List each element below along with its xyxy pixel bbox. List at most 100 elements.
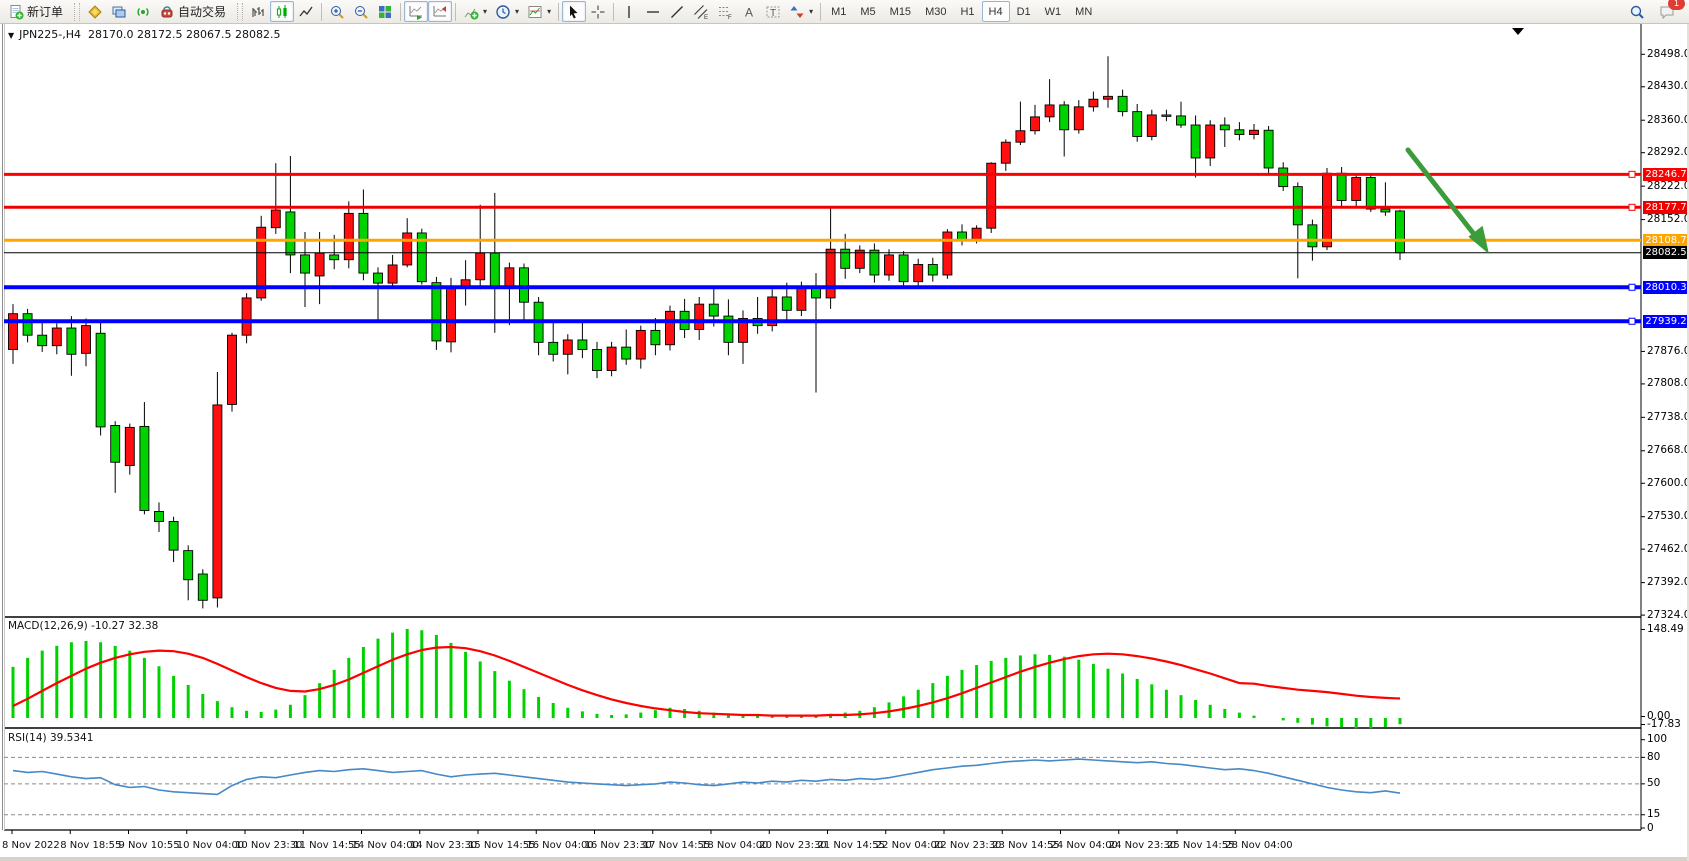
annotation-arrow-head[interactable] <box>1468 225 1489 254</box>
toolbar-right: 1 <box>1625 0 1689 22</box>
price-badge-28010.3[interactable]: 28010.3 <box>1643 280 1689 294</box>
text-label-icon: T <box>766 6 780 19</box>
indicators-button[interactable]: ▾ <box>459 1 491 22</box>
chart-shift-button[interactable] <box>428 1 453 22</box>
line-handle[interactable] <box>1628 317 1636 325</box>
price-tick-label: 28292.0 <box>1647 146 1689 159</box>
dropdown-caret: ▾ <box>809 7 814 16</box>
periods-button[interactable]: ▾ <box>491 1 523 22</box>
line-handle[interactable] <box>1628 283 1636 291</box>
horizontal-line-button[interactable] <box>641 1 665 22</box>
svg-text:E: E <box>704 15 708 20</box>
equidistant-channel-button[interactable]: E <box>689 1 713 22</box>
arrows-tool-button[interactable]: ▾ <box>785 1 817 22</box>
bid-price-badge[interactable]: 28082.5 <box>1643 246 1689 260</box>
rsi-tick-label: 0 <box>1647 821 1654 834</box>
templates-button[interactable]: ▾ <box>523 1 555 22</box>
candle-body <box>1030 116 1040 132</box>
text-button[interactable]: A <box>737 1 761 22</box>
candles-icon <box>276 4 287 18</box>
one-click-trading-arrow[interactable]: ▼ <box>8 31 15 40</box>
data-window-button[interactable] <box>107 1 131 22</box>
candle-body <box>1351 177 1362 201</box>
price-badge-27939.2[interactable]: 27939.2 <box>1643 314 1689 328</box>
auto-scroll-icon <box>409 5 423 20</box>
candle-body <box>898 254 909 283</box>
candle-body <box>1336 172 1347 201</box>
chart-background[interactable] <box>0 24 1689 861</box>
macd-main-value: -10.27 <box>91 620 125 632</box>
macd-name: MACD(12,26,9) <box>8 620 88 632</box>
price-badge-28108.7[interactable]: 28108.7 <box>1643 233 1689 247</box>
fibonacci-button[interactable]: F <box>713 1 737 22</box>
annotation-arrow-shaft[interactable] <box>1405 147 1480 241</box>
macd-axis-zero: 0.00 <box>1647 710 1671 722</box>
candlestick-button[interactable] <box>270 1 295 22</box>
timeframe-D1[interactable]: D1 <box>1010 1 1038 22</box>
candle-body <box>1000 141 1011 164</box>
toolbar-separator <box>400 2 402 21</box>
price-tick-label: 27530.0 <box>1647 510 1689 523</box>
cursor-button[interactable] <box>562 1 587 22</box>
time-label: 16 Nov 23:30 <box>584 840 652 851</box>
new-order-button[interactable]: 新订单 <box>4 1 71 22</box>
price-tick-label: 27668.0 <box>1647 444 1689 457</box>
template-icon <box>528 5 542 18</box>
candle-body <box>694 303 705 330</box>
toolbar-grip <box>74 2 81 21</box>
candle-body <box>37 334 48 347</box>
line-handle[interactable] <box>1628 203 1636 211</box>
toolbar-separator <box>321 2 323 21</box>
line-handle[interactable] <box>1628 170 1636 178</box>
price-badge-28177.7[interactable]: 28177.7 <box>1643 200 1689 214</box>
text-label-button[interactable]: T <box>761 1 785 22</box>
candle-body <box>416 232 427 283</box>
timeframe-MN[interactable]: MN <box>1068 1 1099 22</box>
zoom-out-button[interactable] <box>349 1 373 22</box>
chat-button[interactable]: 1 <box>1655 0 1685 22</box>
time-label: 10 Nov 23:30 <box>235 840 303 851</box>
candle-body <box>592 349 602 371</box>
price-tick-label: 28498.0 <box>1647 47 1689 60</box>
timeframe-M15[interactable]: M15 <box>883 1 918 22</box>
price-tick-label: 27324.0 <box>1647 608 1689 621</box>
candle-body <box>942 231 953 276</box>
candle-body <box>1088 98 1099 108</box>
timeframe-W1[interactable]: W1 <box>1038 1 1069 22</box>
svg-text:F: F <box>728 15 732 20</box>
search-button[interactable] <box>1625 1 1649 22</box>
rsi-tick-label: 50 <box>1647 777 1661 790</box>
time-label: 22 Nov 23:30 <box>934 840 1002 851</box>
candle-body <box>1117 95 1128 113</box>
timeframe-H1[interactable]: H1 <box>953 1 981 22</box>
vertical-line-button[interactable] <box>617 1 641 22</box>
signals-button[interactable] <box>131 1 155 22</box>
zoom-in-button[interactable] <box>325 1 349 22</box>
candle-body <box>212 404 223 599</box>
auto-scroll-button[interactable] <box>404 1 429 22</box>
crosshair-button[interactable] <box>586 1 610 22</box>
time-label: 15 Nov 14:55 <box>468 840 536 851</box>
price-tick-label: 28430.0 <box>1647 80 1689 93</box>
market-watch-button[interactable] <box>83 1 107 22</box>
trendline-button[interactable] <box>665 1 689 22</box>
candle-body <box>241 297 252 336</box>
tile-windows-button[interactable] <box>373 1 397 22</box>
candle-body <box>1249 129 1259 136</box>
candle-body <box>124 426 135 467</box>
toolbar-grip <box>237 2 244 21</box>
timeframe-H4[interactable]: H4 <box>981 1 1010 22</box>
chart-shift-marker[interactable] <box>1512 28 1524 35</box>
candle-body <box>1395 210 1405 254</box>
timeframe-M30[interactable]: M30 <box>918 1 953 22</box>
price-badge-28246.7[interactable]: 28246.7 <box>1643 167 1689 181</box>
auto-trading-button[interactable]: 自动交易 <box>155 1 234 22</box>
time-label: 22 Nov 04:00 <box>875 840 944 851</box>
timeframe-M1[interactable]: M1 <box>824 1 853 22</box>
line-chart-button[interactable] <box>294 1 318 22</box>
time-label: 25 Nov 14:55 <box>1167 840 1235 851</box>
bar-chart-button[interactable] <box>246 1 270 22</box>
timeframe-M5[interactable]: M5 <box>853 1 882 22</box>
candle-body <box>767 296 778 327</box>
